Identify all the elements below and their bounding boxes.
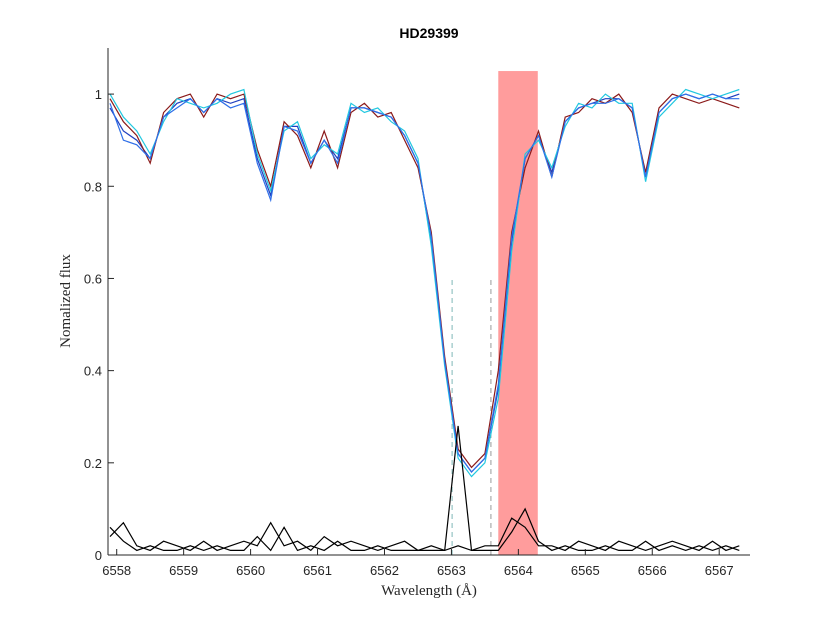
y-tick-label: 0.8 bbox=[84, 179, 102, 194]
spectrum-line bbox=[109, 93, 740, 473]
x-tick-label: 6564 bbox=[504, 563, 533, 578]
spectrum-line bbox=[109, 93, 740, 473]
x-tick-label: 6560 bbox=[236, 563, 265, 578]
x-tick-label: 6561 bbox=[303, 563, 332, 578]
x-tick-label: 6559 bbox=[169, 563, 198, 578]
x-tick-label: 6563 bbox=[437, 563, 466, 578]
x-tick-label: 6562 bbox=[370, 563, 399, 578]
spectrum-line bbox=[109, 88, 740, 478]
y-tick-label: 0.6 bbox=[84, 271, 102, 286]
y-tick-label: 0.2 bbox=[84, 456, 102, 471]
chart-title: HD29399 bbox=[399, 25, 458, 41]
x-tick-label: 6565 bbox=[571, 563, 600, 578]
y-tick-label: 0.4 bbox=[84, 364, 102, 379]
spectrum-line bbox=[109, 93, 740, 469]
y-tick-label: 0 bbox=[95, 548, 102, 563]
x-tick-label: 6558 bbox=[102, 563, 131, 578]
y-axis-label: Nomalized flux bbox=[58, 254, 74, 348]
x-axis-label: Wavelength (Å) bbox=[381, 583, 477, 599]
x-tick-label: 6566 bbox=[638, 563, 667, 578]
spectrum-line bbox=[109, 425, 740, 552]
x-tick-label: 6567 bbox=[705, 563, 734, 578]
spectrum-line bbox=[109, 517, 740, 552]
y-tick-label: 1 bbox=[95, 87, 102, 102]
